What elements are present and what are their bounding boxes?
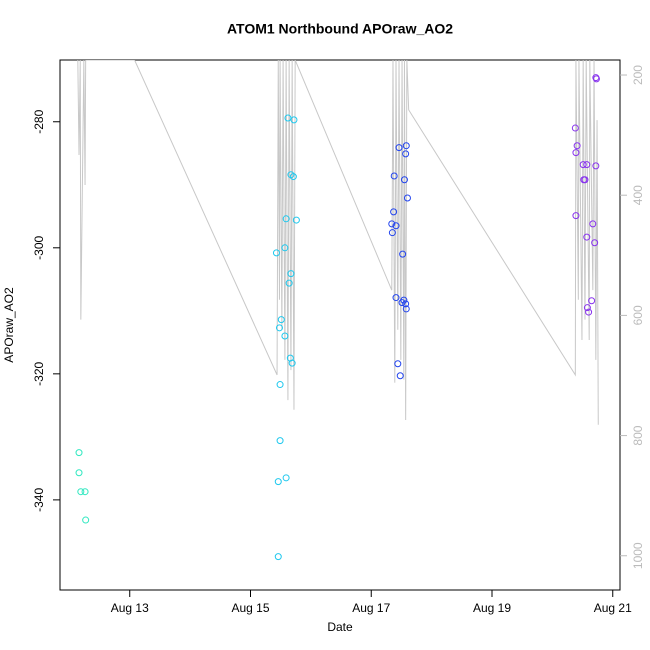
point [75, 449, 83, 457]
point [275, 324, 283, 332]
y2-tick-label: 200 [631, 65, 645, 85]
point [583, 304, 591, 312]
point [276, 437, 284, 445]
point [392, 222, 400, 230]
point [272, 249, 280, 257]
line [77, 60, 599, 425]
point [573, 142, 581, 150]
point [282, 474, 290, 482]
point [81, 488, 89, 496]
point [388, 220, 396, 228]
point [399, 250, 407, 258]
point [402, 142, 410, 150]
y2-tick-label: 600 [631, 305, 645, 325]
chart-title: ATOM1 Northbound APOraw_AO2 [227, 21, 453, 37]
point [571, 124, 579, 132]
point [395, 144, 403, 152]
y-tick-label: -320 [32, 362, 46, 386]
point [591, 239, 599, 247]
point [388, 229, 396, 237]
point [403, 194, 411, 202]
point [585, 308, 593, 316]
point [75, 469, 83, 477]
point [282, 215, 290, 223]
point [390, 208, 398, 216]
point [592, 162, 600, 170]
point [285, 279, 293, 287]
point [284, 114, 292, 122]
point [292, 216, 300, 224]
point [390, 172, 398, 180]
point [402, 150, 410, 158]
y2-tick-label: 1000 [631, 542, 645, 569]
point [287, 270, 295, 278]
x-tick-label: Aug 19 [473, 601, 511, 615]
y-tick-label: -340 [32, 488, 46, 512]
point [281, 332, 289, 340]
point [581, 176, 589, 184]
point [77, 488, 85, 496]
point [572, 149, 580, 157]
plot-frame [59, 59, 621, 591]
point [592, 75, 600, 83]
point [392, 294, 400, 302]
y2-tick-label: 800 [631, 425, 645, 445]
point [394, 360, 402, 368]
point [82, 516, 90, 524]
point [396, 372, 404, 380]
y-tick-label: -280 [32, 109, 46, 133]
point [277, 316, 285, 324]
x-tick-label: Aug 17 [352, 601, 390, 615]
y-tick-label: -300 [32, 235, 46, 259]
point [400, 296, 408, 304]
x-tick-label: Aug 15 [231, 601, 269, 615]
point [288, 359, 296, 367]
point [572, 212, 580, 220]
point [589, 220, 597, 228]
point [400, 176, 408, 184]
point [289, 173, 297, 181]
point [274, 553, 282, 561]
x-tick-label: Aug 21 [594, 601, 632, 615]
point [588, 297, 596, 305]
x-axis-label: Date [327, 620, 353, 634]
point [281, 244, 289, 252]
point [402, 300, 410, 308]
point [290, 116, 298, 124]
x-tick-label: Aug 13 [111, 601, 149, 615]
point [274, 478, 282, 486]
y-axis-label: APOraw_AO2 [2, 287, 16, 363]
y2-tick-label: 400 [631, 185, 645, 205]
point [402, 305, 410, 313]
point [583, 161, 591, 169]
point [579, 161, 587, 169]
point [276, 381, 284, 389]
point [583, 233, 591, 241]
